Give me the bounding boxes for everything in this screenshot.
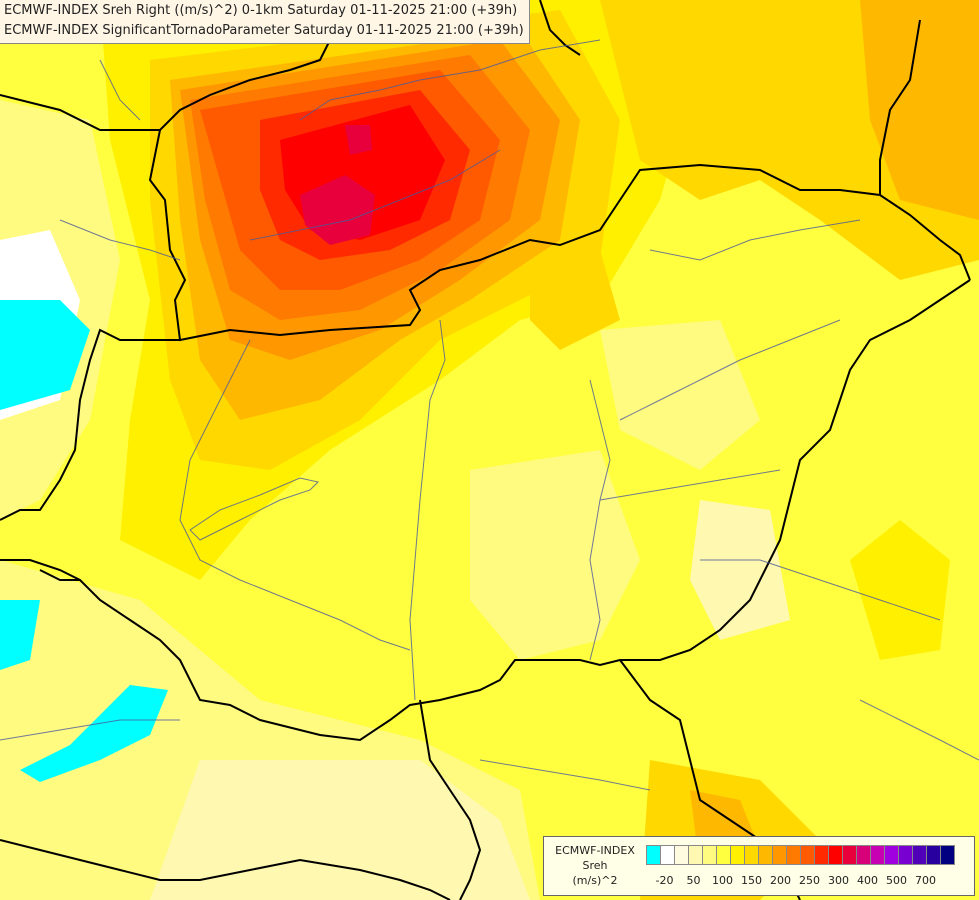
legend-label: ECMWF-INDEX Sreh (m/s)^2	[544, 843, 646, 888]
map-title-stp: ECMWF-INDEX SignificantTornadoParameter …	[4, 23, 524, 38]
legend-swatch	[912, 845, 927, 865]
legend-tick-label: 700	[915, 874, 936, 887]
legend-tick-label: 200	[770, 874, 791, 887]
legend-swatch	[674, 845, 689, 865]
legend-swatch	[758, 845, 773, 865]
legend-swatch	[646, 845, 661, 865]
legend-model: ECMWF-INDEX	[555, 844, 635, 857]
legend-swatch	[800, 845, 815, 865]
legend-swatch	[772, 845, 787, 865]
legend-swatch	[898, 845, 913, 865]
legend-swatch	[744, 845, 759, 865]
legend-tick-label: 500	[886, 874, 907, 887]
legend-swatch	[884, 845, 899, 865]
legend-swatch	[828, 845, 843, 865]
legend-tick-label: 150	[741, 874, 762, 887]
legend-swatch	[926, 845, 941, 865]
legend-swatch	[730, 845, 745, 865]
legend-tick-label: 100	[712, 874, 733, 887]
color-legend: ECMWF-INDEX Sreh (m/s)^2 -20 50 100 150 200 2…	[543, 836, 975, 896]
legend-swatch	[870, 845, 885, 865]
legend-swatch	[814, 845, 829, 865]
legend-swatch	[786, 845, 801, 865]
legend-tick-label: 400	[857, 874, 878, 887]
legend-swatch	[856, 845, 871, 865]
legend-unit: (m/s)^2	[572, 874, 618, 887]
legend-swatches	[646, 845, 955, 865]
legend-swatch	[702, 845, 717, 865]
legend-swatch	[940, 845, 955, 865]
legend-swatch	[716, 845, 731, 865]
map-title-sreh: ECMWF-INDEX Sreh Right ((m/s)^2) 0-1km S…	[4, 3, 518, 18]
legend-field: Sreh	[582, 859, 608, 872]
legend-tick-label: -20	[655, 874, 674, 887]
legend-tick-label: 50	[686, 874, 701, 887]
legend-swatch	[842, 845, 857, 865]
legend-swatch	[660, 845, 675, 865]
legend-tick-label: 250	[799, 874, 820, 887]
legend-tick-label: 300	[828, 874, 849, 887]
legend-swatch	[688, 845, 703, 865]
map-title-box: ECMWF-INDEX Sreh Right ((m/s)^2) 0-1km S…	[0, 0, 530, 44]
legend-ticks: -20 50 100 150 200 250 300 400 500 700	[647, 874, 972, 890]
